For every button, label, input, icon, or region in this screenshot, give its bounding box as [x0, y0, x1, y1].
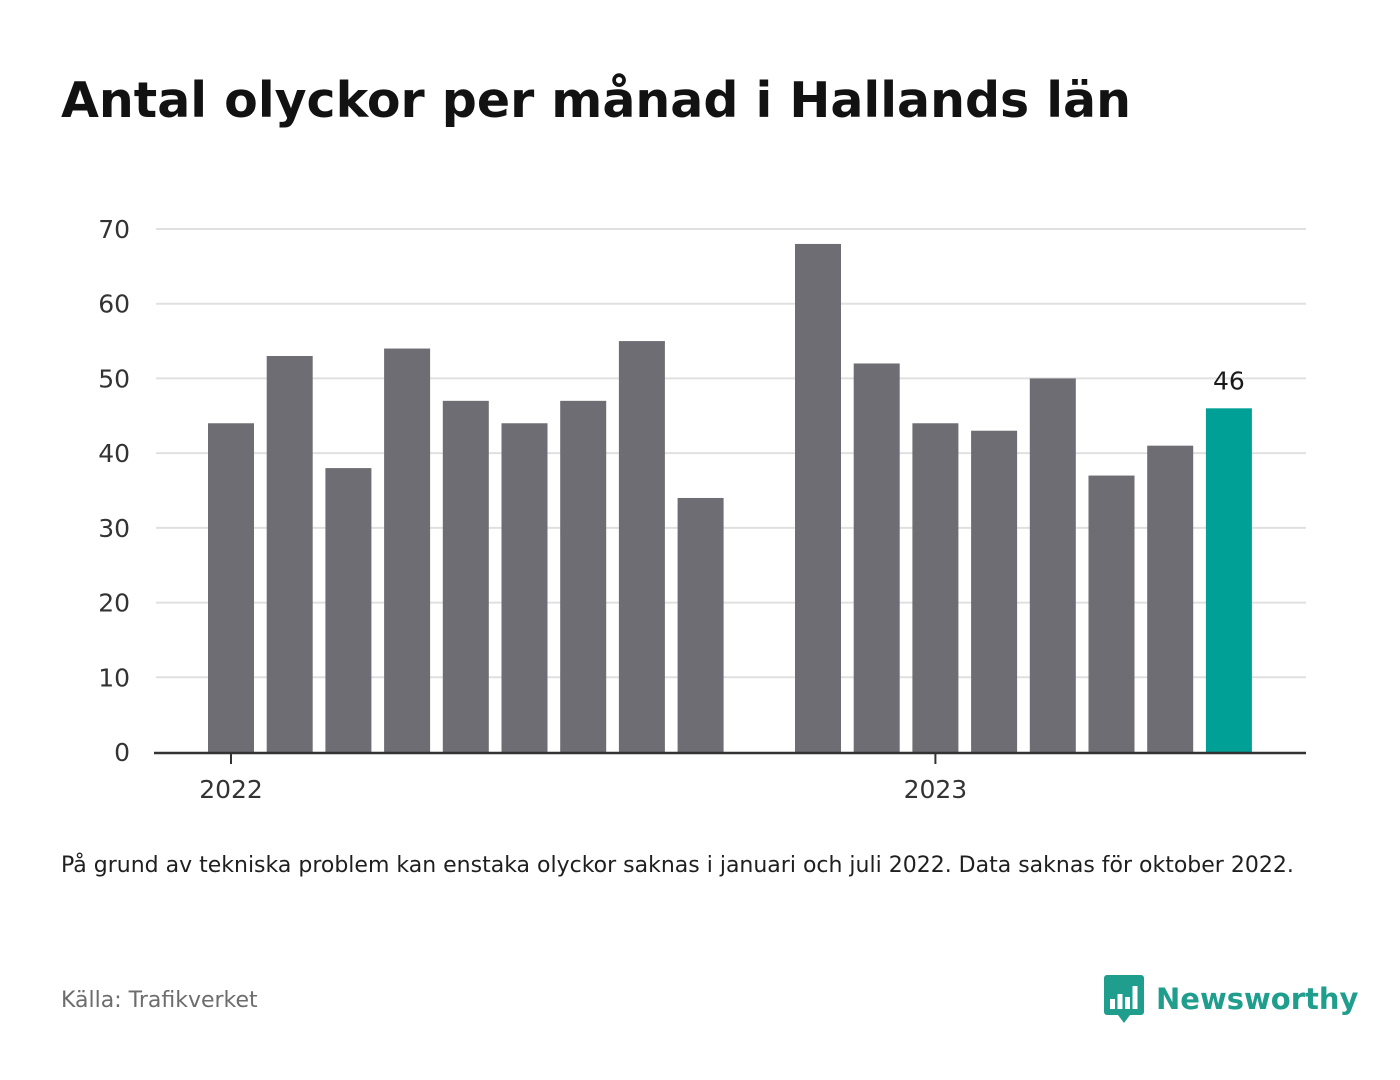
data-labels: 46 [1213, 366, 1245, 395]
y-tick-label-60: 60 [98, 290, 130, 319]
x-tick-label-2022: 2022 [199, 775, 263, 804]
bar [677, 497, 724, 752]
y-tick-label-50: 50 [98, 364, 130, 393]
brand-logo: Newsworthy [1104, 975, 1358, 1023]
y-tick-label-20: 20 [98, 589, 130, 618]
bar [501, 423, 548, 752]
bar [795, 243, 841, 752]
brand-name: Newsworthy [1156, 982, 1359, 1016]
bar [1088, 475, 1135, 752]
x-axis: 2022 2023 [154, 751, 1306, 804]
source-note: Källa: Trafikverket [61, 988, 258, 1013]
bar [1147, 445, 1194, 752]
bar [266, 356, 313, 752]
bar [618, 341, 665, 752]
bar [384, 348, 431, 752]
bar-chart-speech-bubble-icon [1104, 975, 1144, 1023]
bar [325, 468, 372, 752]
bars [208, 243, 1252, 752]
bar [442, 400, 489, 752]
x-tick-label-2023: 2023 [904, 775, 968, 804]
y-tick-label-30: 30 [98, 514, 130, 543]
bar [208, 423, 254, 752]
y-tick-label-40: 40 [98, 439, 130, 468]
data-label-latest: 46 [1213, 366, 1245, 395]
bar [971, 430, 1018, 752]
bar [560, 400, 607, 752]
y-tick-label-10: 10 [98, 663, 130, 692]
bar [912, 423, 959, 752]
footnote: På grund av tekniska problem kan enstaka… [61, 853, 1294, 878]
bar-highlight [1205, 408, 1252, 752]
y-tick-label-70: 70 [98, 215, 130, 244]
chart-title: Antal olyckor per månad i Hallands län [61, 72, 1132, 129]
y-axis-tick-labels: 0 10 20 30 40 50 60 70 [98, 215, 130, 767]
y-tick-label-0: 0 [114, 738, 130, 767]
bar [1029, 378, 1076, 752]
bar [853, 363, 900, 752]
